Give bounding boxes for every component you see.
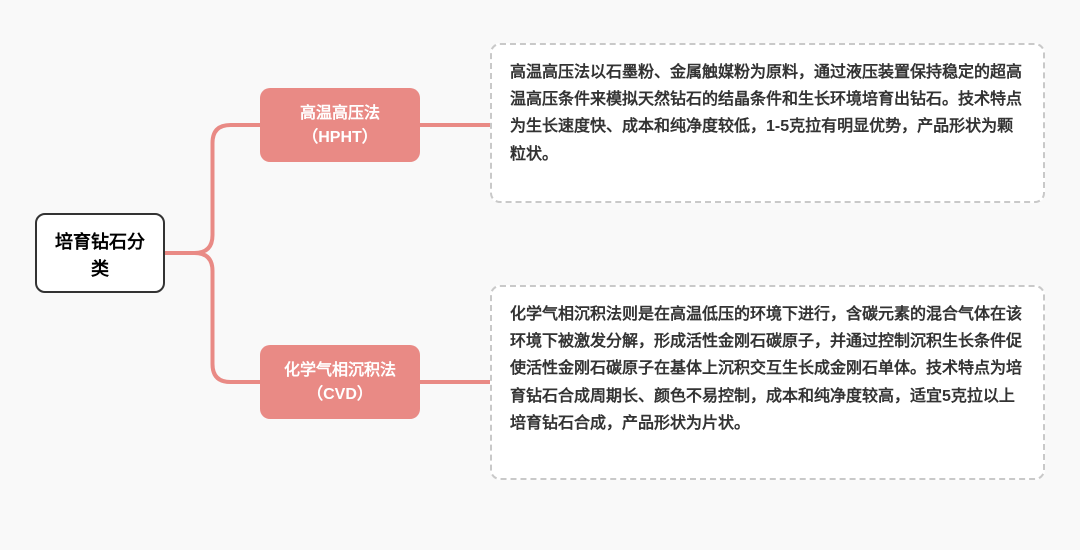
desc-node-1: 化学气相沉积法则是在高温低压的环境下进行，含碳元素的混合气体在该环境下被激发分解… bbox=[490, 285, 1045, 480]
desc-text: 高温高压法以石墨粉、金属触媒粉为原料，通过液压装置保持稳定的超高温高压条件来模拟… bbox=[510, 64, 1022, 163]
root-label: 培育钻石分类 bbox=[55, 232, 145, 279]
connector-root-to-method-1 bbox=[165, 253, 260, 382]
connector-root-to-method-0 bbox=[165, 125, 260, 253]
method-label: 化学气相沉积法（CVD） bbox=[284, 362, 396, 403]
method-node-0: 高温高压法（HPHT） bbox=[260, 88, 420, 162]
root-node: 培育钻石分类 bbox=[35, 213, 165, 293]
desc-text: 化学气相沉积法则是在高温低压的环境下进行，含碳元素的混合气体在该环境下被激发分解… bbox=[510, 306, 1022, 432]
desc-node-0: 高温高压法以石墨粉、金属触媒粉为原料，通过液压装置保持稳定的超高温高压条件来模拟… bbox=[490, 43, 1045, 203]
method-label: 高温高压法（HPHT） bbox=[300, 105, 380, 146]
method-node-1: 化学气相沉积法（CVD） bbox=[260, 345, 420, 419]
